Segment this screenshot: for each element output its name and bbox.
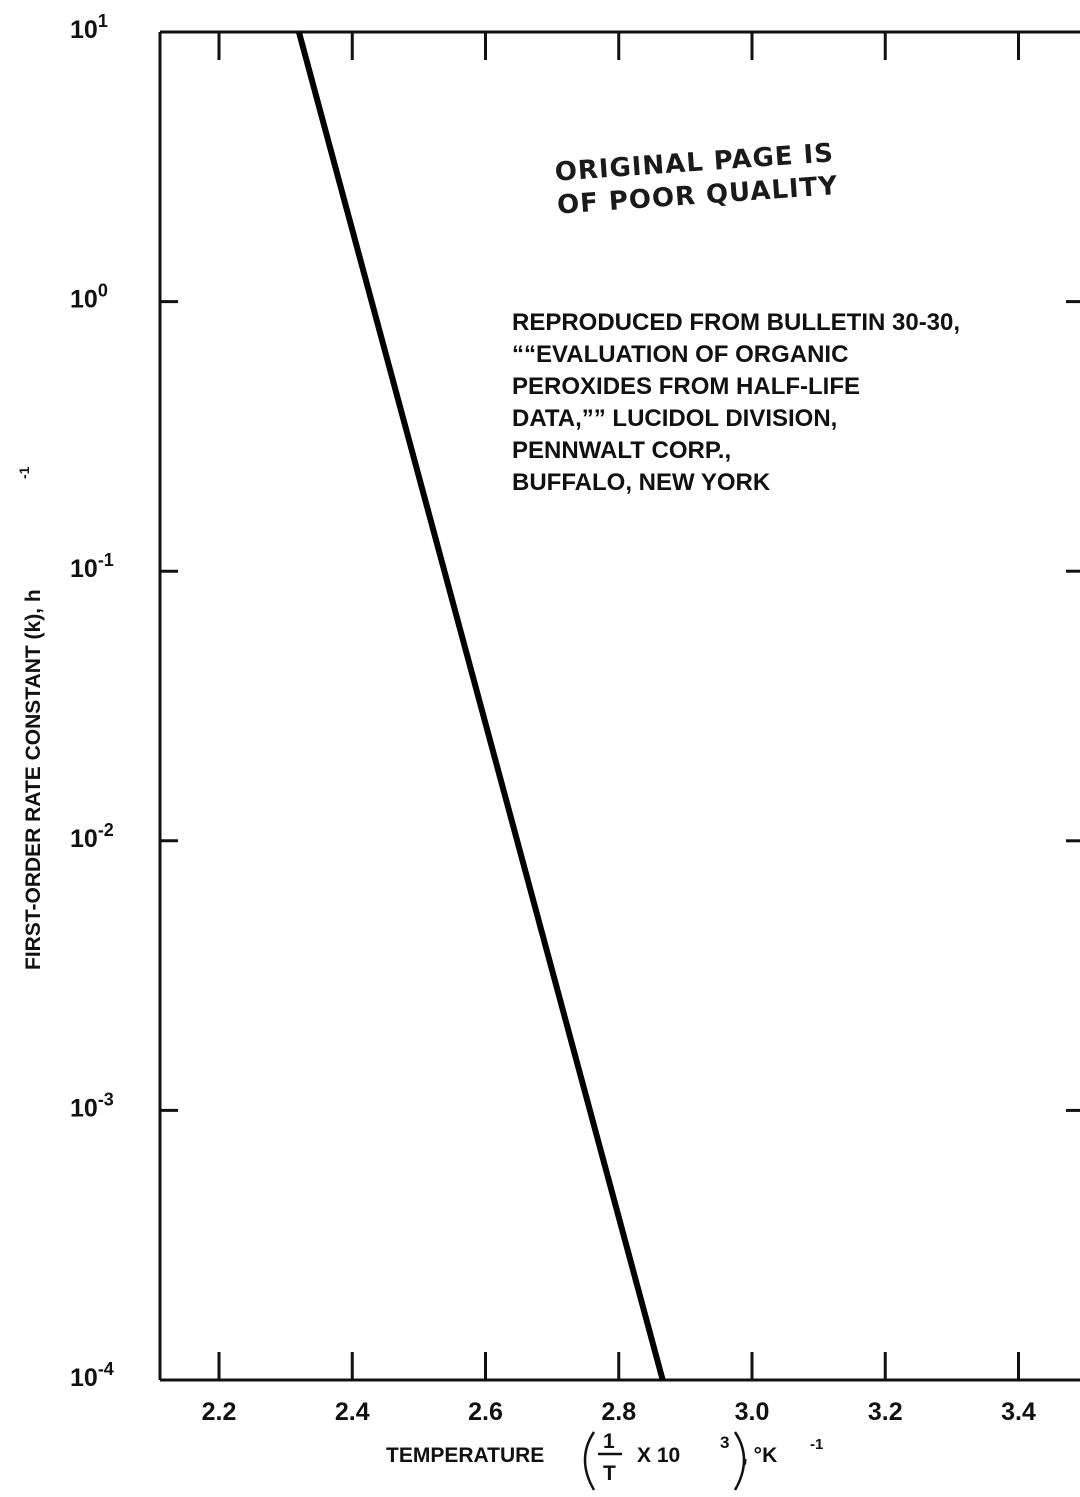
y-tick-label-exponent: -2 xyxy=(98,820,114,840)
annotation-line-6: BUFFALO, NEW YORK xyxy=(512,469,771,496)
y-tick-label: 10-4 xyxy=(70,1359,114,1392)
x-tick-label: 3.2 xyxy=(868,1398,903,1426)
x-axis-ticks: 2.2 2.4 2.6 2.8 3.0 3.2 3.4 xyxy=(202,32,1036,1426)
x-axis-fraction-denominator: T xyxy=(603,1462,616,1485)
x-axis-title-text: TEMPERATURE xyxy=(386,1444,544,1467)
x-axis-fraction-numerator: 1 xyxy=(603,1430,615,1453)
annotation-line-5: PENNWALT CORP., xyxy=(512,437,731,464)
annotation-line-3: PEROXIDES FROM HALF-LIFE xyxy=(512,373,860,400)
y-tick-label: 10-3 xyxy=(70,1089,114,1122)
x-tick-label: 3.0 xyxy=(735,1398,770,1426)
y-axis-title: FIRST-ORDER RATE CONSTANT (k), h -1 xyxy=(16,466,45,970)
axes xyxy=(158,30,1080,1382)
x-axis-multiplier-exponent: 3 xyxy=(720,1433,729,1452)
y-tick-label-exponent: -1 xyxy=(98,550,114,570)
source-annotation: REPRODUCED FROM BULLETIN 30-30, ““EVALUA… xyxy=(512,309,960,496)
annotation-line-4: DATA,”” LUCIDOL DIVISION, xyxy=(512,405,837,432)
rate-constant-line xyxy=(296,31,666,1381)
x-axis-title: TEMPERATURE 1 T X 10 3 , °K -1 xyxy=(386,1430,823,1491)
annotation-line-1: REPRODUCED FROM BULLETIN 30-30, xyxy=(512,309,960,336)
x-tick-label: 2.4 xyxy=(335,1398,370,1426)
y-axis-title-exponent: -1 xyxy=(16,466,32,479)
y-tick-label: 10-2 xyxy=(70,820,114,853)
y-tick-label-exponent: 1 xyxy=(98,11,108,31)
x-tick-label: 2.2 xyxy=(202,1398,237,1426)
y-tick-label-exponent: -3 xyxy=(98,1089,114,1109)
y-tick-label: 100 xyxy=(70,281,108,314)
x-axis-multiplier: X 10 xyxy=(637,1444,680,1467)
right-paren-icon xyxy=(733,1431,746,1491)
x-axis-unit-exponent: -1 xyxy=(810,1436,823,1453)
y-tick-label-exponent: 0 xyxy=(98,281,108,301)
y-tick-label: 101 xyxy=(70,11,108,44)
y-axis-title-text: FIRST-ORDER RATE CONSTANT (k), h xyxy=(22,589,45,970)
left-paren-icon xyxy=(583,1431,596,1491)
x-axis-unit: , °K xyxy=(742,1444,777,1467)
data-series xyxy=(296,31,666,1381)
x-tick-label: 2.8 xyxy=(601,1398,636,1426)
x-tick-label: 2.6 xyxy=(468,1398,503,1426)
y-tick-label: 10-1 xyxy=(70,550,114,583)
annotation-line-2: ““EVALUATION OF ORGANIC xyxy=(512,341,848,368)
y-tick-label-exponent: -4 xyxy=(98,1359,114,1379)
x-tick-label: 3.4 xyxy=(1001,1398,1036,1426)
quality-stamp: ORIGINAL PAGE IS OF POOR QUALITY xyxy=(554,138,839,220)
